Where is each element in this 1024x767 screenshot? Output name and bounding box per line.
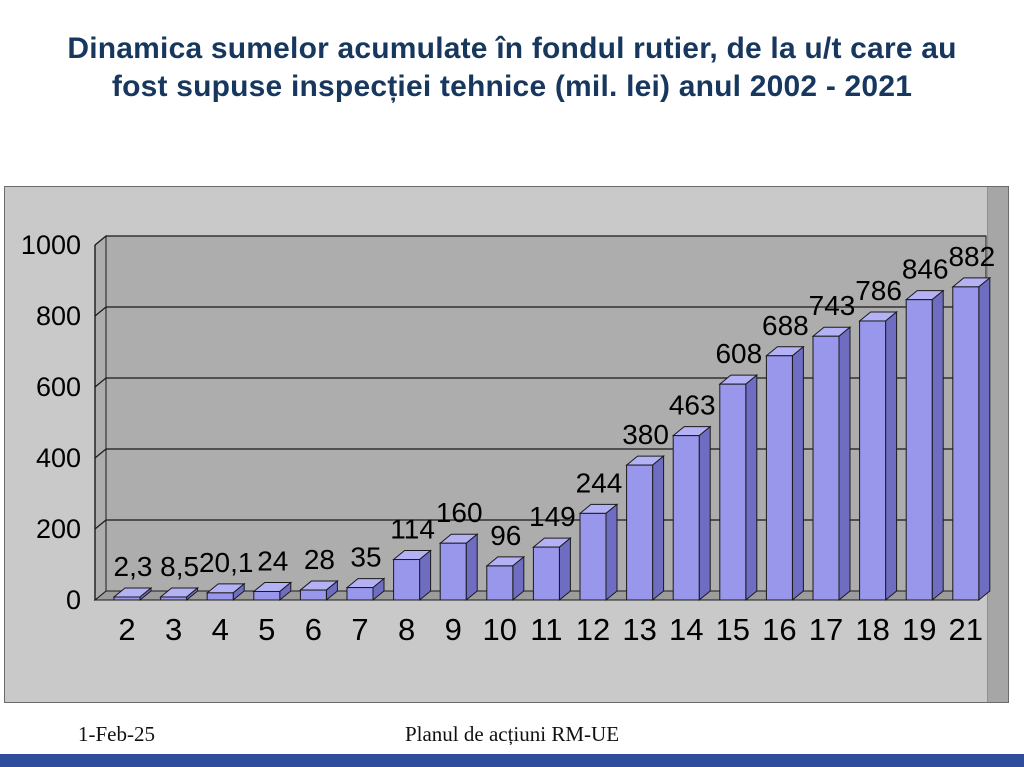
- bar-value-label: 20,1: [199, 547, 254, 578]
- bar-value-label: 28: [304, 544, 335, 575]
- bar-value-label: 35: [350, 542, 381, 573]
- bar-value-label: 244: [576, 467, 623, 498]
- bar-value-label: 688: [762, 310, 809, 341]
- y-tick-label: 200: [36, 514, 81, 544]
- bar-side-face: [419, 549, 432, 602]
- bar-value-label: 743: [809, 290, 856, 321]
- bar-front-face: [113, 596, 141, 601]
- bar-value-label: 24: [257, 545, 288, 576]
- bar-value-label: 380: [622, 419, 669, 450]
- bar-front-face: [486, 565, 514, 601]
- footer-date: 1-Feb-25: [78, 722, 155, 746]
- bar-front-face: [812, 335, 840, 601]
- bar-value-label: 608: [715, 338, 762, 369]
- bar-front-face: [160, 596, 188, 601]
- slide-title: Dinamica sumelor acumulate în fondul rut…: [0, 30, 1024, 106]
- x-tick-label: 16: [762, 612, 796, 647]
- y-tick-label: 600: [36, 372, 81, 402]
- gridline-wall-tick: [94, 519, 107, 530]
- bar-side-face: [652, 455, 665, 602]
- bar-value-label: 160: [436, 497, 483, 528]
- bar-front-face: [439, 542, 467, 601]
- x-tick-label: 9: [445, 612, 462, 647]
- y-tick-label: 400: [36, 443, 81, 473]
- x-tick-label: 2: [118, 612, 135, 647]
- gridline-wall-tick: [94, 377, 107, 388]
- x-tick-label: 11: [530, 612, 562, 647]
- bar-side-face: [605, 503, 618, 602]
- x-tick-label: 13: [622, 612, 656, 647]
- bar-value-label: 8,5: [160, 551, 199, 582]
- chart-panel: 0 200 400 600 800 1000 2,3 2 8,5 3 20,1 4 24 5 28 6 35 7 1…: [4, 186, 1009, 703]
- bar-front-face: [859, 320, 887, 601]
- bar-side-face: [698, 425, 711, 602]
- x-tick-label: 5: [258, 612, 275, 647]
- y-tick-label: 1000: [21, 230, 81, 260]
- y-tick-label: 800: [36, 301, 81, 331]
- bar-value-label: 463: [669, 390, 716, 421]
- bar-front-face: [346, 587, 374, 601]
- bar-side-face: [931, 289, 944, 602]
- bar-side-face: [745, 374, 758, 602]
- bar-front-face: [952, 286, 980, 601]
- x-tick-label: 8: [398, 612, 415, 647]
- bar-front-face: [253, 590, 281, 601]
- y-tick-label: 0: [66, 585, 81, 615]
- x-tick-label: 17: [809, 612, 843, 647]
- x-tick-label: 10: [483, 612, 517, 647]
- footer-center-text: Planul de acțiuni RM-UE: [404, 722, 620, 746]
- bar-front-face: [905, 299, 933, 601]
- bar-value-label: 846: [902, 254, 949, 285]
- x-tick-label: 6: [305, 612, 322, 647]
- x-tick-label: 15: [716, 612, 750, 647]
- bar-front-face: [765, 355, 793, 601]
- bar-front-face: [206, 592, 234, 601]
- bar-front-face: [299, 589, 327, 601]
- x-tick-label: 3: [165, 612, 182, 647]
- bar-side-face: [558, 537, 571, 602]
- bar-front-face: [393, 559, 421, 601]
- bar-chart: 0 200 400 600 800 1000 2,3 2 8,5 3 20,1 4 24 5 28 6 35 7 1…: [21, 230, 995, 647]
- x-tick-label: 21: [949, 612, 983, 647]
- title-line-1: Dinamica sumelor acumulate în fondul rut…: [67, 32, 957, 65]
- bar-value-label: 2,3: [114, 551, 153, 582]
- bar-side-face: [978, 276, 991, 602]
- bar-value-label: 786: [855, 275, 902, 306]
- bar-front-face: [626, 464, 654, 601]
- chart-left-wall: [94, 234, 107, 602]
- bottom-accent-bar: [0, 754, 1024, 767]
- x-tick-label: 7: [351, 612, 368, 647]
- bar-front-face: [672, 435, 700, 601]
- bar-front-face: [532, 546, 560, 601]
- bar-front-face: [579, 512, 607, 601]
- bar-side-face: [791, 345, 804, 602]
- bar-value-label: 96: [490, 520, 521, 551]
- x-tick-label: 18: [855, 612, 889, 647]
- bar-value-label: 149: [529, 501, 576, 532]
- gridline-wall-tick: [94, 448, 107, 459]
- gridline-wall-tick: [94, 235, 107, 246]
- bar-side-face: [465, 533, 478, 602]
- bar-value-label: 882: [948, 241, 995, 272]
- title-line-2: fost supuse inspecției tehnice (mil. lei…: [111, 70, 913, 103]
- bar-side-face: [838, 326, 851, 602]
- x-tick-label: 14: [669, 612, 703, 647]
- bar-front-face: [719, 383, 747, 601]
- bar-value-label: 114: [390, 514, 435, 545]
- bar-side-face: [885, 310, 898, 602]
- x-tick-label: 12: [576, 612, 610, 647]
- x-tick-label: 19: [902, 612, 936, 647]
- gridline-wall-tick: [94, 306, 107, 317]
- x-tick-label: 4: [212, 612, 229, 647]
